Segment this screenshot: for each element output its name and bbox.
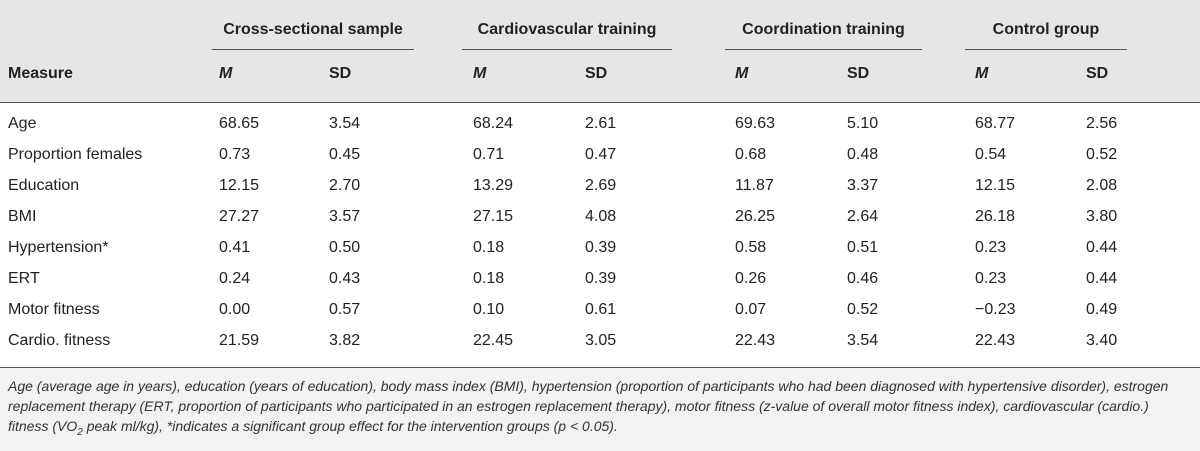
mean-value: 0.23 [975, 270, 1007, 287]
sd-column-header: SD [847, 65, 870, 82]
mean-value: 12.15 [219, 177, 260, 194]
mean-column-header: M [219, 65, 233, 82]
measure-name: Motor fitness [8, 301, 100, 318]
sd-value: 2.61 [585, 115, 617, 132]
sd-value: 0.52 [847, 301, 879, 318]
mean-value: 0.54 [975, 146, 1007, 163]
mean-value: 13.29 [473, 177, 514, 194]
sd-value: 3.80 [1086, 208, 1118, 225]
mean-value: 68.24 [473, 115, 514, 132]
column-group-rule [725, 49, 922, 50]
sd-value: 0.52 [1086, 146, 1118, 163]
measure-column-header: Measure [8, 65, 73, 82]
measure-name: Proportion females [8, 146, 143, 163]
mean-value: 0.23 [975, 239, 1007, 256]
sd-value: 0.61 [585, 301, 617, 318]
mean-column-header: M [735, 65, 749, 82]
sd-value: 3.57 [329, 208, 361, 225]
sd-column-header: SD [1086, 65, 1109, 82]
mean-value: 0.26 [735, 270, 767, 287]
mean-value: 0.73 [219, 146, 251, 163]
sd-value: 4.08 [585, 208, 617, 225]
sd-value: 0.44 [1086, 270, 1118, 287]
measure-name: BMI [8, 208, 37, 225]
table-footnote: Age (average age in years), education (y… [8, 376, 1192, 438]
header-bottom-rule [0, 102, 1200, 103]
column-group-rule [462, 49, 672, 50]
sd-value: 3.37 [847, 177, 879, 194]
mean-value: 0.18 [473, 270, 505, 287]
sd-value: 0.45 [329, 146, 361, 163]
sd-column-header: SD [585, 65, 608, 82]
mean-value: 12.15 [975, 177, 1016, 194]
mean-value: 0.71 [473, 146, 505, 163]
mean-value: 26.25 [735, 208, 776, 225]
mean-value: 11.87 [735, 177, 774, 194]
sd-value: 0.47 [585, 146, 617, 163]
mean-value: 27.15 [473, 208, 514, 225]
mean-column-header: M [975, 65, 989, 82]
measure-name: Cardio. fitness [8, 332, 111, 349]
mean-value: 68.77 [975, 115, 1016, 132]
mean-value: 0.10 [473, 301, 505, 318]
sd-column-header: SD [329, 65, 352, 82]
column-group-rule [965, 49, 1127, 50]
sd-value: 5.10 [847, 115, 879, 132]
sd-value: 0.51 [847, 239, 879, 256]
measure-name: Hypertension* [8, 239, 109, 256]
sd-value: 3.40 [1086, 332, 1118, 349]
measure-name: ERT [8, 270, 40, 287]
sd-value: 0.50 [329, 239, 361, 256]
mean-column-header: M [473, 65, 487, 82]
sd-value: 3.82 [329, 332, 361, 349]
column-group-header: Coordination training [742, 21, 905, 38]
mean-value: 0.68 [735, 146, 767, 163]
mean-value: 0.24 [219, 270, 251, 287]
sd-value: 2.56 [1086, 115, 1118, 132]
mean-value: 26.18 [975, 208, 1016, 225]
mean-value: 22.45 [473, 332, 514, 349]
footnote-text: Age (average age in years), education (y… [8, 378, 1169, 434]
measure-name: Education [8, 177, 80, 194]
column-group-header: Cardiovascular training [477, 21, 657, 38]
mean-value: 0.00 [219, 301, 251, 318]
sd-value: 0.39 [585, 239, 617, 256]
table-header-background [0, 0, 1200, 103]
mean-value: 0.58 [735, 239, 767, 256]
mean-value: 22.43 [975, 332, 1016, 349]
sd-value: 0.48 [847, 146, 879, 163]
sd-value: 3.54 [847, 332, 879, 349]
sd-value: 2.08 [1086, 177, 1118, 194]
sd-value: 2.64 [847, 208, 879, 225]
sd-value: 0.46 [847, 270, 879, 287]
mean-value: −0.23 [975, 301, 1016, 318]
sd-value: 2.69 [585, 177, 617, 194]
sd-value: 0.43 [329, 270, 361, 287]
measure-name: Age [8, 115, 37, 132]
column-group-rule [212, 49, 414, 50]
mean-value: 21.59 [219, 332, 260, 349]
footnote-subscript: 2 [77, 426, 83, 438]
mean-value: 0.18 [473, 239, 505, 256]
table-bottom-rule [0, 367, 1200, 368]
sd-value: 0.39 [585, 270, 617, 287]
sd-value: 3.05 [585, 332, 617, 349]
mean-value: 0.41 [219, 239, 251, 256]
sd-value: 2.70 [329, 177, 361, 194]
column-group-header: Control group [992, 21, 1100, 38]
sd-value: 0.57 [329, 301, 361, 318]
column-group-header: Cross-sectional sample [223, 21, 403, 38]
sd-value: 0.44 [1086, 239, 1118, 256]
footnote-text-end: peak ml/kg), *indicates a significant gr… [82, 418, 618, 434]
mean-value: 22.43 [735, 332, 776, 349]
mean-value: 68.65 [219, 115, 260, 132]
mean-value: 0.07 [735, 301, 767, 318]
sd-value: 3.54 [329, 115, 361, 132]
footnote-background [0, 368, 1200, 451]
mean-value: 69.63 [735, 115, 776, 132]
sd-value: 0.49 [1086, 301, 1118, 318]
mean-value: 27.27 [219, 208, 260, 225]
